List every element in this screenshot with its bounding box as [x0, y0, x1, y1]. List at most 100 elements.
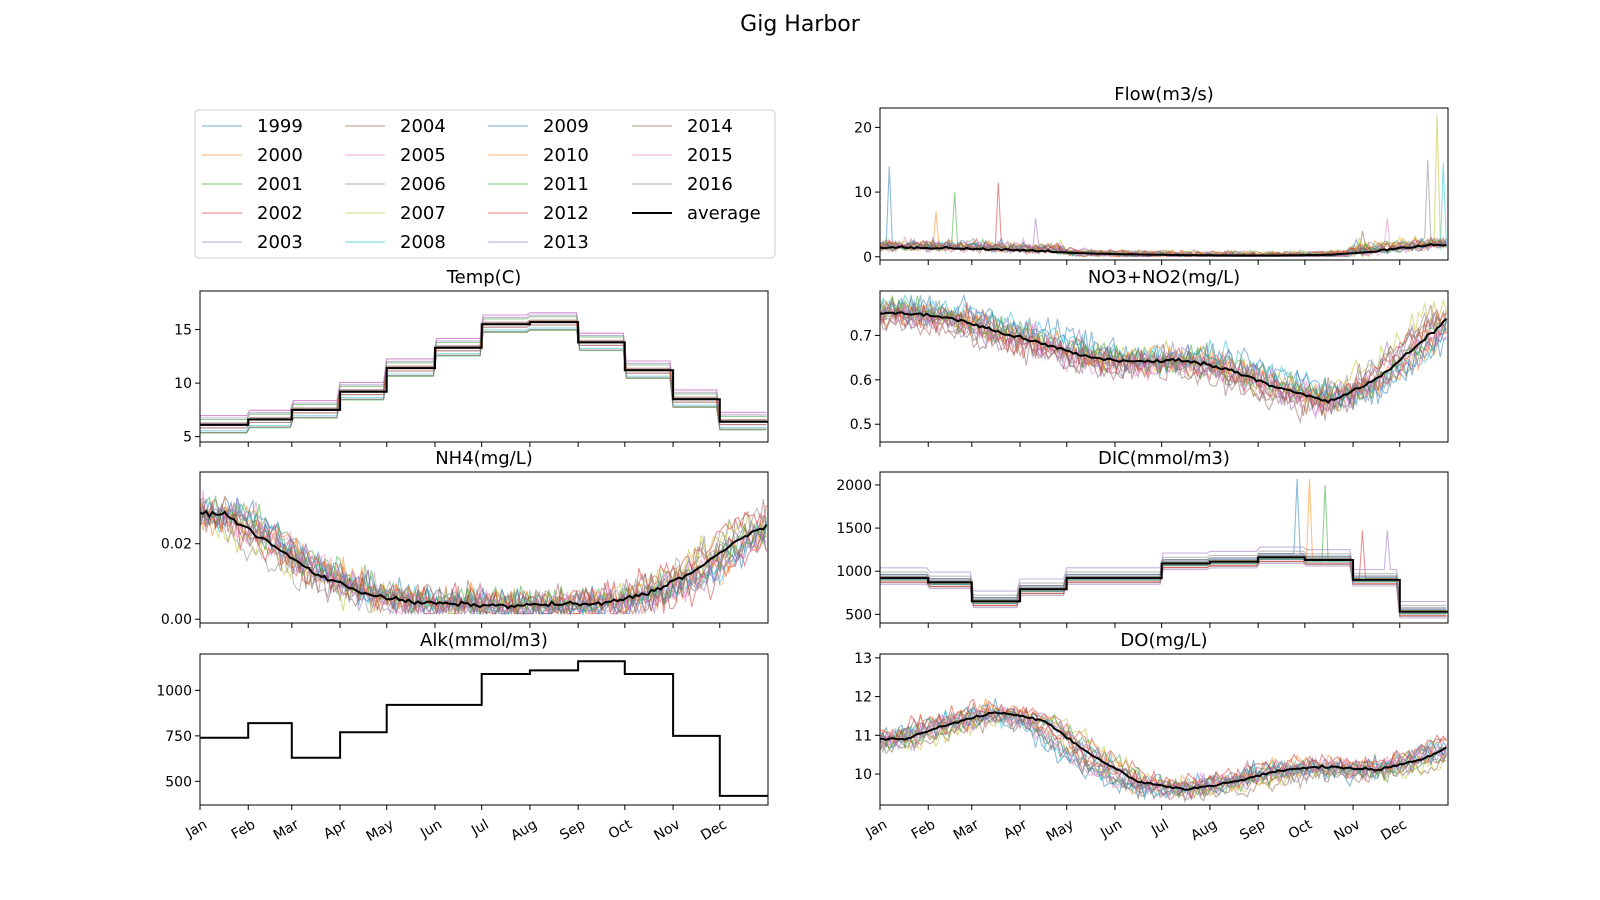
axes-frame-alk [199, 653, 769, 806]
legend-label-2000: 2000 [257, 145, 303, 166]
plot-area-dic [880, 478, 1448, 619]
panel-dic: DIC(mmol/m3) 500 1000 1500 2000 [836, 448, 1449, 628]
panel-title-flow: Flow(m3/s) [1114, 84, 1214, 105]
series-temp-2015 [200, 312, 767, 417]
xtick-label-alk-jul: Jul [468, 817, 492, 840]
ytick-label-do: 10 [854, 767, 872, 783]
legend-label-2015: 2015 [687, 145, 733, 166]
xtick-label-do-aug: Aug [1188, 817, 1220, 845]
ytick-label-flow: 10 [854, 185, 872, 201]
legend-label-2010: 2010 [543, 145, 589, 166]
panel-nh4: NH4(mg/L) 0.00 0.02 [161, 448, 769, 628]
series-no3-2012 [880, 303, 1447, 416]
axes-frame-nh4 [199, 471, 769, 624]
xtick-label-do-jan: Jan [862, 817, 890, 842]
panel-flow: Flow(m3/s) 0 10 20 [854, 84, 1449, 266]
series-temp-average [200, 321, 768, 426]
panel-title-alk: Alk(mmol/m3) [420, 630, 548, 651]
xtick-label-do-apr: Apr [1001, 816, 1030, 842]
series-no3-average [880, 311, 1448, 404]
plot-area-temp [200, 312, 768, 434]
xtick-label-alk-mar: Mar [271, 816, 302, 843]
series-alk-average [200, 660, 768, 797]
ytick-label-flow: 0 [863, 250, 872, 266]
series-do-2012 [880, 698, 1447, 791]
legend-label-2009: 2009 [543, 116, 589, 137]
series-dic-average [880, 556, 1448, 613]
plot-area-no3 [880, 293, 1448, 425]
ytick-label-do: 12 [854, 690, 872, 706]
legend-label-average: average [687, 203, 761, 224]
series-do-average [880, 711, 1447, 791]
series-nh4-2012 [200, 500, 767, 614]
xtick-label-do-jun: Jun [1097, 817, 1125, 842]
ytick-label-flow: 20 [854, 120, 872, 136]
ytick-label-dic: 2000 [836, 478, 872, 494]
ytick-label-no3: 0.6 [850, 373, 872, 389]
panel-title-do: DO(mg/L) [1120, 630, 1207, 651]
xtick-label-do-mar: Mar [951, 816, 982, 843]
ytick-label-do: 11 [854, 728, 872, 744]
ytick-label-no3: 0.7 [850, 328, 872, 344]
series-temp-2009 [200, 320, 767, 425]
legend-label-2002: 2002 [257, 203, 303, 224]
series-temp-2010 [200, 321, 767, 426]
legend-label-2012: 2012 [543, 203, 589, 224]
legend-label-2006: 2006 [400, 174, 446, 195]
series-temp-2000 [200, 320, 767, 425]
plot-area-do [880, 698, 1447, 804]
legend-label-2004: 2004 [400, 116, 446, 137]
legend-label-2005: 2005 [400, 145, 446, 166]
series-no3-2013 [880, 300, 1447, 409]
xtick-label-alk-dec: Dec [698, 817, 729, 844]
ytick-label-temp: 10 [174, 376, 192, 392]
ytick-label-dic: 500 [845, 607, 872, 623]
series-dic-2014 [880, 553, 1447, 609]
series-do-2013 [880, 704, 1447, 801]
legend-frame [194, 109, 776, 259]
xtick-label-alk-nov: Nov [651, 817, 683, 845]
xtick-label-alk-sep: Sep [557, 817, 588, 844]
series-nh4-2016 [200, 505, 767, 616]
ytick-label-nh4: 0.00 [161, 612, 192, 628]
legend-label-2014: 2014 [687, 116, 733, 137]
xtick-label-do-sep: Sep [1237, 817, 1268, 844]
xtick-label-alk-feb: Feb [229, 817, 259, 843]
legend-label-2011: 2011 [543, 174, 589, 195]
legend-label-2003: 2003 [257, 232, 303, 253]
legend-label-2007: 2007 [400, 203, 446, 224]
figure-title: Gig Harbor [740, 12, 860, 37]
xtick-label-alk-apr: Apr [321, 816, 350, 842]
series-temp-2016 [200, 329, 767, 434]
xtick-label-do-nov: Nov [1331, 817, 1363, 845]
panel-title-temp: Temp(C) [446, 267, 522, 288]
xtick-label-do-dec: Dec [1378, 817, 1409, 844]
panel-temp: Temp(C) 5 10 15 [174, 267, 769, 447]
ytick-label-nh4: 0.02 [161, 537, 192, 553]
legend-label-2008: 2008 [400, 232, 446, 253]
ytick-label-alk: 1000 [156, 683, 192, 699]
plot-area-flow [880, 114, 1447, 258]
xtick-label-alk-may: May [364, 817, 397, 845]
series-temp-2008 [200, 327, 767, 432]
xtick-label-alk-jun: Jun [417, 817, 445, 842]
series-dic-2003 [880, 530, 1447, 603]
series-no3-2015 [880, 305, 1447, 417]
xtick-label-alk-aug: Aug [508, 817, 540, 845]
ytick-label-dic: 1500 [836, 521, 872, 537]
plot-area-alk [200, 660, 768, 797]
xtick-label-do-feb: Feb [909, 817, 939, 843]
plot-area-nh4 [200, 489, 768, 616]
panel-no3: NO3+NO2(mg/L) 0.5 0.6 0.7 [850, 267, 1449, 447]
xtick-label-alk-jan: Jan [182, 817, 210, 842]
ytick-label-dic: 1000 [836, 564, 872, 580]
legend-label-1999: 1999 [257, 116, 303, 137]
panel-title-no3: NO3+NO2(mg/L) [1088, 267, 1240, 288]
xtick-label-do-may: May [1044, 817, 1077, 845]
series-nh4-average [200, 509, 768, 610]
ytick-label-no3: 0.5 [850, 417, 872, 433]
xtick-label-do-jul: Jul [1148, 817, 1172, 840]
axes-frame-flow [879, 107, 1449, 261]
axes-frame-temp [199, 290, 769, 443]
axes-frame-do [879, 653, 1449, 806]
